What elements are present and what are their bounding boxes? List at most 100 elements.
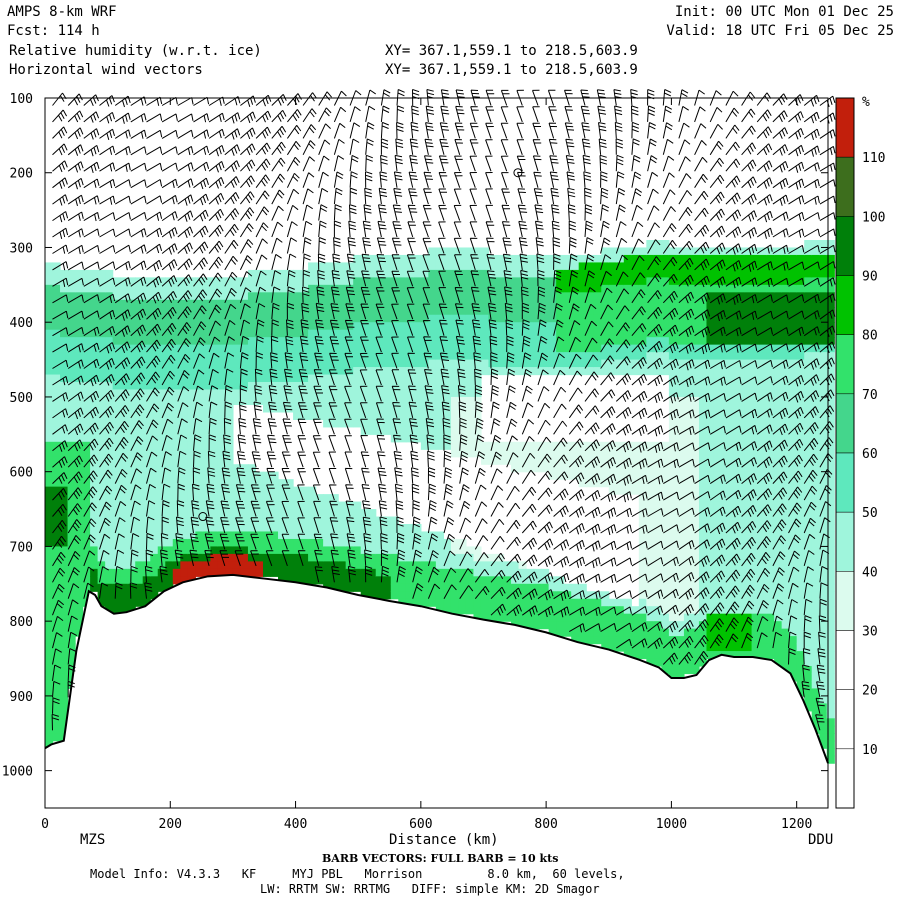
wind-barb (488, 302, 497, 320)
wind-barb (474, 384, 483, 402)
wind-barb (568, 438, 584, 452)
colorbar-segment (835, 275, 855, 335)
forecast-hour: Fcst: 114 h (7, 23, 100, 39)
wind-barb (490, 485, 504, 501)
wind-barb (443, 533, 456, 550)
wind-barb (694, 555, 710, 567)
wind-barb (52, 551, 66, 567)
wind-barb (469, 122, 479, 139)
wind-barb (537, 555, 554, 567)
wind-barb (208, 385, 219, 402)
wind-barb (647, 491, 664, 501)
wind-barb (177, 370, 190, 386)
wind-barb (756, 392, 773, 402)
wind-barb (406, 254, 416, 271)
wind-barb (552, 237, 561, 254)
wind-barb (130, 356, 146, 369)
wind-barb (314, 549, 323, 567)
wind-barb (130, 179, 147, 189)
wind-barb (114, 162, 131, 172)
wind-barb (407, 204, 418, 221)
wind-barb (193, 161, 210, 172)
wind-barb (584, 506, 601, 519)
wind-barb (313, 369, 324, 386)
wind-barb (52, 277, 69, 287)
wind-barb (318, 155, 330, 172)
wind-barb (459, 585, 474, 599)
wind-barb (313, 402, 322, 419)
wind-barb (208, 434, 216, 451)
wind-barb (364, 549, 373, 566)
wind-barb (208, 288, 223, 304)
wind-barb (52, 697, 60, 714)
wind-barb (584, 405, 600, 419)
wind-barb (756, 488, 773, 501)
wind-barb (52, 680, 61, 698)
wind-barb (709, 425, 726, 435)
wind-barb (518, 220, 528, 238)
wind-barb (144, 565, 153, 583)
colorbar-segment (835, 748, 855, 809)
wind-barb (282, 401, 293, 419)
wind-barb (819, 357, 835, 370)
wind-barb (251, 467, 261, 484)
wind-barb (240, 95, 256, 107)
wind-barb (314, 336, 324, 353)
wind-barb (189, 533, 199, 550)
wind-barb (330, 533, 339, 550)
wind-barb (516, 139, 524, 155)
wind-barb (725, 175, 741, 189)
wind-barb (160, 532, 169, 550)
wind-barb (459, 534, 472, 550)
wind-barb (694, 507, 711, 517)
wind-barb (772, 583, 785, 599)
wind-barb (314, 352, 324, 369)
wind-barb (741, 142, 757, 156)
wind-barb (694, 224, 710, 238)
wind-barb (756, 632, 768, 649)
wind-barb (537, 419, 551, 435)
wind-barb (114, 501, 127, 517)
wind-barb (741, 243, 758, 256)
wind-barb (349, 187, 358, 205)
wind-barb (663, 540, 679, 550)
wind-barb (391, 287, 400, 303)
wind-barb (584, 606, 601, 616)
wind-barb (788, 648, 796, 665)
wind-barb (177, 386, 190, 402)
wind-barb (83, 406, 99, 419)
wind-barb (819, 309, 836, 320)
wind-barb (516, 106, 524, 123)
wind-barb (83, 374, 100, 387)
wind-barb (282, 418, 292, 435)
wind-barb (99, 437, 114, 452)
wind-barb (365, 154, 373, 172)
wind-barb (99, 453, 114, 468)
wind-barb (709, 208, 725, 221)
wind-barb (161, 322, 177, 337)
wind-barb (818, 631, 826, 649)
wind-barb (553, 353, 565, 369)
wind-barb (302, 286, 310, 303)
wind-barb (709, 602, 725, 616)
wind-barb (741, 360, 758, 369)
wind-barb (741, 408, 758, 419)
wind-barb (819, 261, 836, 271)
wind-barb (709, 474, 726, 485)
wind-barb (206, 483, 215, 501)
wind-barb (741, 227, 757, 239)
colorbar-label: 60 (862, 447, 878, 462)
wind-barb (584, 320, 598, 336)
wind-barb (521, 588, 538, 600)
wind-barb (146, 339, 161, 353)
wind-barb (114, 452, 129, 468)
wind-barb (788, 406, 804, 419)
wind-barb (146, 355, 161, 369)
wind-barb (234, 550, 244, 567)
wind-barb (709, 157, 724, 172)
wind-barb (205, 516, 215, 534)
wind-barb (427, 516, 438, 534)
wind-barb (313, 533, 323, 550)
wind-barb (99, 549, 110, 567)
wind-barb (114, 129, 131, 139)
